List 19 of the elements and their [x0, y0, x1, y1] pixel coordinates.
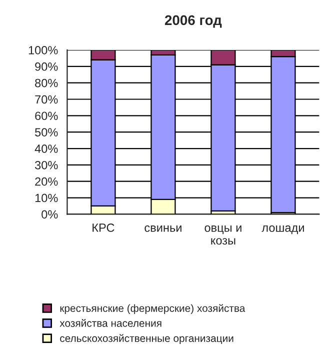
y-tick-label: 80% [35, 78, 58, 88]
chart-title: 2006 год [164, 15, 222, 28]
y-tick-label: 30% [34, 160, 58, 170]
y-tick-label: 90% [35, 62, 58, 71]
y-tick-label: 70% [35, 95, 58, 104]
legend-label: сельскохозяйственные организации [60, 334, 234, 344]
legend-label: хозяйства населения [60, 319, 162, 327]
x-tick-label: овцы и козы [204, 225, 242, 245]
y-tick-label: 0% [42, 210, 58, 219]
y-tick-label: 40% [34, 144, 58, 153]
y-tick-label: 10% [35, 194, 58, 202]
x-tick-label: КРС [92, 224, 114, 232]
y-tick-label: 100% [28, 46, 58, 54]
x-tick-label: свиньи [144, 225, 182, 232]
y-tick-label: 20% [35, 177, 58, 186]
x-tick-label: лошади [262, 225, 304, 234]
legend-label: крестьянские (фермерские) хозяйства [60, 304, 246, 314]
y-tick-label: 60% [35, 112, 58, 120]
y-tick-label: 50% [35, 128, 58, 136]
